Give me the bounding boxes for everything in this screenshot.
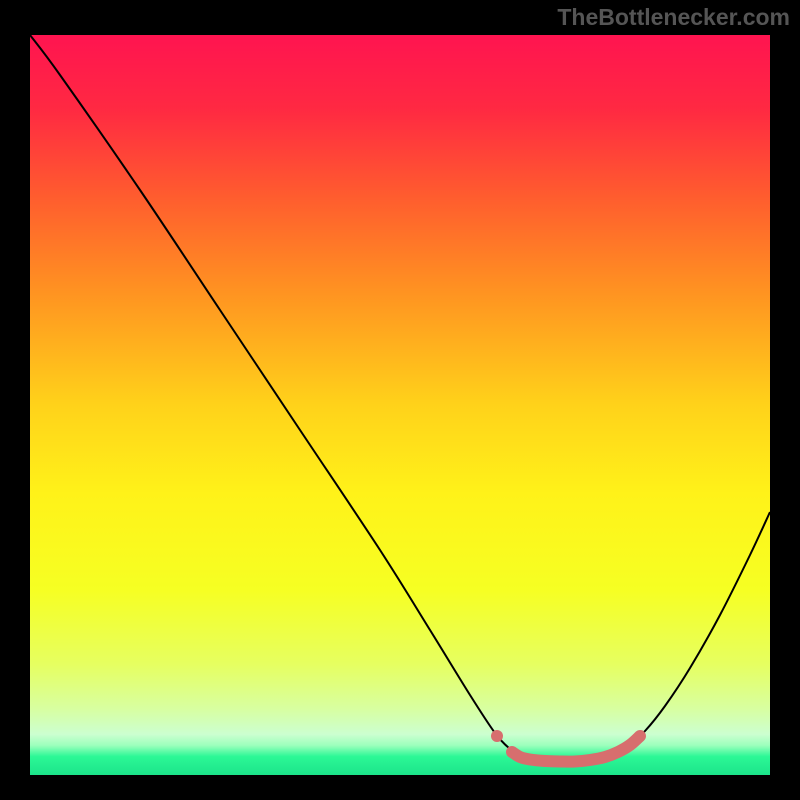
chart-container: TheBottlenecker.com [0,0,800,800]
bottleneck-chart [0,0,800,800]
highlight-dot [491,730,503,742]
plot-background [30,35,770,775]
watermark-text: TheBottlenecker.com [557,4,790,31]
